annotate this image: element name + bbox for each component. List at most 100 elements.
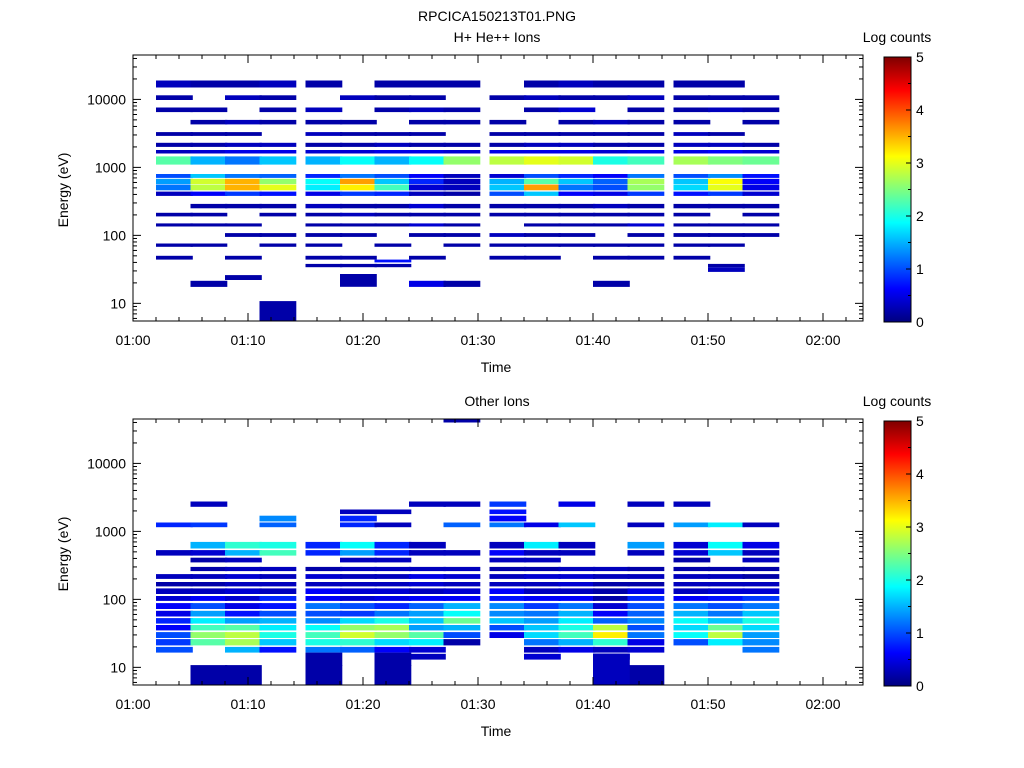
heatmap-cell	[489, 566, 527, 572]
panel-2-colorbar-ticks: 0 1 2 3 4 5	[906, 413, 924, 694]
heatmap-cell	[340, 212, 377, 217]
heatmap-cell	[443, 233, 481, 237]
x-tick-label: 01:30	[460, 332, 495, 348]
heatmap-cell	[627, 212, 665, 217]
heatmap-cell	[558, 646, 596, 653]
heatmap-cell	[742, 541, 780, 549]
heatmap-cell	[225, 255, 262, 260]
heatmap-cell	[524, 653, 561, 660]
heatmap-cell	[409, 119, 446, 125]
heatmap-cell	[409, 174, 446, 178]
heatmap-cell	[742, 107, 780, 113]
heatmap-cell	[524, 582, 561, 587]
heatmap-cell	[673, 625, 711, 631]
colorbar-tick-label: 4	[916, 466, 924, 482]
heatmap-cell	[340, 184, 377, 191]
heatmap-cell	[627, 588, 665, 594]
heatmap-cell	[489, 501, 527, 507]
heatmap-cell	[443, 150, 481, 154]
heatmap-cell	[443, 243, 481, 247]
heatmap-cell	[673, 191, 711, 196]
heatmap-cell	[259, 566, 297, 572]
heatmap-cell	[305, 574, 343, 579]
heatmap-cell	[627, 191, 665, 196]
heatmap-cell	[374, 509, 412, 515]
heatmap-cell	[305, 142, 343, 147]
heatmap-cell	[627, 625, 665, 631]
heatmap-cell	[593, 95, 630, 100]
panel-1-x-axis-label: Time	[481, 359, 512, 375]
heatmap-cell	[593, 653, 630, 685]
heatmap-cell	[409, 156, 446, 165]
heatmap-cell	[190, 243, 228, 247]
heatmap-cell	[305, 652, 343, 666]
heatmap-cell	[708, 603, 745, 609]
heatmap-cell	[708, 632, 745, 638]
heatmap-cell	[409, 625, 446, 631]
heatmap-cell	[627, 596, 665, 601]
heatmap-cell	[443, 280, 481, 287]
heatmap-cell	[259, 603, 297, 609]
panel-1-colorbar-ticks: 0 1 2 3 4 5	[906, 49, 924, 330]
colorbar-tick-label: 5	[916, 49, 924, 65]
heatmap-cell	[489, 156, 527, 165]
heatmap-cell	[340, 255, 377, 260]
heatmap-cell	[708, 574, 745, 579]
heatmap-cell	[190, 107, 228, 113]
heatmap-cell	[593, 203, 630, 209]
heatmap-cell	[489, 522, 527, 528]
heatmap-cell	[409, 212, 446, 217]
heatmap-cell	[409, 184, 446, 191]
heatmap-cell	[708, 625, 745, 631]
heatmap-cell	[593, 582, 630, 587]
heatmap-cell	[673, 212, 711, 217]
heatmap-cell	[340, 156, 377, 165]
heatmap-cell	[374, 150, 412, 154]
heatmap-cell	[742, 184, 780, 191]
heatmap-cell	[156, 610, 193, 617]
heatmap-cell	[156, 646, 193, 653]
heatmap-cell	[374, 550, 412, 556]
heatmap-cell	[156, 243, 193, 247]
heatmap-cell	[708, 588, 745, 594]
heatmap-cell	[673, 639, 711, 646]
heatmap-cell	[190, 541, 228, 549]
heatmap-cell	[374, 625, 412, 631]
heatmap-cell	[708, 233, 745, 237]
heatmap-cell	[627, 174, 665, 178]
heatmap-cell	[259, 582, 297, 587]
heatmap-cell	[489, 150, 527, 154]
heatmap-cell	[305, 618, 343, 624]
heatmap-cell	[190, 639, 228, 646]
heatmap-cell	[627, 566, 665, 572]
heatmap-cell	[340, 596, 377, 601]
y-tick-label: 1000	[95, 159, 126, 175]
heatmap-cell	[340, 646, 377, 653]
heatmap-cell	[489, 541, 527, 549]
heatmap-cell	[558, 582, 596, 587]
heatmap-cell	[156, 212, 193, 217]
heatmap-cell	[225, 95, 262, 100]
heatmap-cell	[305, 541, 343, 549]
colorbar-tick-label: 0	[916, 314, 924, 330]
heatmap-cell	[489, 618, 527, 624]
heatmap-cell	[524, 618, 561, 624]
heatmap-cell	[443, 184, 481, 191]
heatmap-cell	[708, 95, 745, 100]
heatmap-cell	[708, 174, 745, 178]
heatmap-cell	[443, 632, 481, 638]
heatmap-cell	[742, 632, 780, 638]
heatmap-cell	[225, 275, 262, 280]
x-tick-label: 01:00	[115, 696, 150, 712]
heatmap-cell	[673, 243, 711, 247]
heatmap-cell	[593, 150, 630, 154]
heatmap-cell	[489, 243, 527, 247]
heatmap-cell	[340, 522, 377, 528]
heatmap-cell	[558, 618, 596, 624]
heatmap-cell	[742, 557, 780, 563]
heatmap-cell	[340, 223, 377, 227]
heatmap-cell	[225, 142, 262, 147]
heatmap-cell	[558, 150, 596, 154]
heatmap-cell	[340, 274, 377, 287]
heatmap-cell	[305, 212, 343, 217]
